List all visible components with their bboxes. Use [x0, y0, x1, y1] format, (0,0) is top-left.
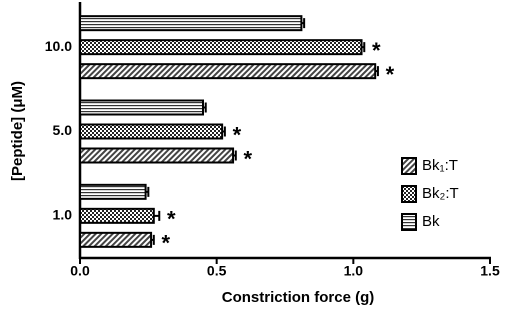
significance-marker: *	[162, 231, 171, 256]
x-tick-label: 1.5	[480, 263, 500, 279]
error-bar	[222, 126, 226, 137]
significance-marker: *	[233, 122, 242, 147]
significance-marker: *	[372, 38, 381, 63]
error-bar	[145, 186, 150, 197]
legend-label: Bk	[422, 213, 440, 230]
bar	[79, 207, 155, 224]
bar	[79, 99, 204, 116]
x-tick-label: 1.0	[344, 263, 364, 279]
y-tick-label: 10.0	[45, 38, 72, 54]
error-bar	[153, 210, 161, 221]
y-tick-label: 1.0	[53, 207, 73, 223]
x-tick-label: 0.5	[207, 263, 227, 279]
legend-swatch	[401, 157, 417, 175]
significance-marker: *	[244, 146, 253, 171]
bar	[79, 39, 363, 56]
bar	[79, 147, 235, 164]
y-tick-label: 5.0	[53, 122, 73, 138]
legend-label: Bk₁:T	[422, 157, 458, 174]
error-bar	[151, 234, 155, 245]
bar	[79, 15, 303, 32]
x-axis-label: Constriction force (g)	[222, 289, 375, 306]
error-bar	[361, 42, 366, 53]
error-bar	[203, 102, 207, 113]
legend-label: Bk₂:T	[422, 185, 459, 202]
error-bar	[233, 150, 237, 161]
bar	[79, 183, 147, 200]
significance-marker: *	[386, 62, 395, 87]
bar	[79, 231, 153, 248]
legend-swatch	[401, 213, 417, 231]
x-tick-label: 0.0	[70, 263, 90, 279]
error-bar	[375, 66, 379, 77]
y-axis-label: [Peptide] (μM)	[9, 81, 26, 181]
significance-marker: *	[167, 207, 176, 232]
error-bar	[301, 18, 306, 29]
bar	[79, 63, 377, 80]
legend-swatch	[401, 185, 417, 203]
bar	[79, 123, 224, 140]
